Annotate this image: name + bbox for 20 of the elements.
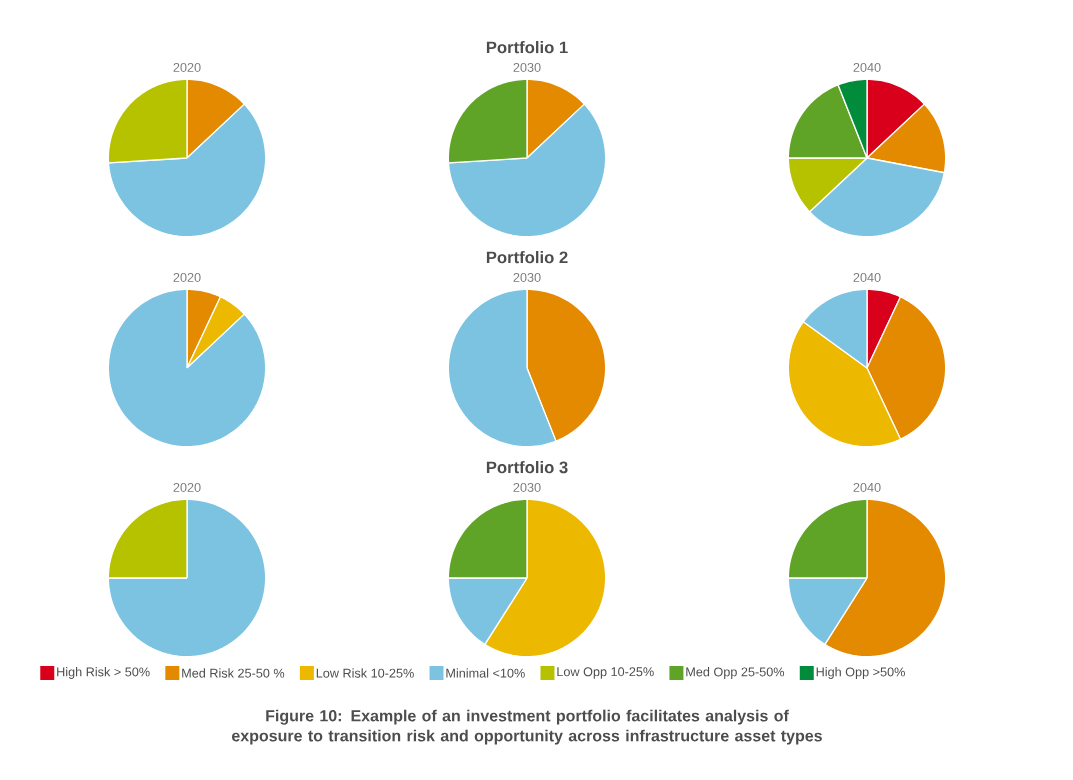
chart-subtitle: 2040: [853, 62, 881, 72]
chart-subtitle: 2030: [513, 272, 541, 282]
caption: Figure 10: Example of an investment portfolio facilitates analysis of exposure to transition risk and opportunity across infrastructure asset types: [232, 709, 822, 745]
legend-label: Minimal <10%: [446, 668, 525, 678]
legend-label: Low Opp 10-25%: [557, 667, 654, 679]
legend-label: Med Risk 25-50 %: [182, 668, 285, 678]
legend-label: Low Risk 10-25%: [316, 668, 414, 678]
chart-title: Portfolio 1: [486, 41, 568, 54]
chart-subtitle: 2030: [513, 482, 541, 492]
chart-subtitle: 2040: [853, 272, 881, 282]
legend-label: High Risk > 50%: [57, 667, 150, 679]
chart-title: Portfolio 2: [486, 251, 568, 264]
chart-title: Portfolio 3: [486, 461, 568, 474]
chart-subtitle: 2020: [173, 482, 201, 492]
legend-label: High Opp >50%: [816, 667, 905, 679]
chart-subtitle: 2020: [173, 62, 201, 72]
chart-subtitle: 2030: [513, 62, 541, 72]
chart-subtitle: 2040: [853, 482, 881, 492]
chart-subtitle: 2020: [173, 272, 201, 282]
legend-label: Med Opp 25-50%: [686, 667, 785, 679]
